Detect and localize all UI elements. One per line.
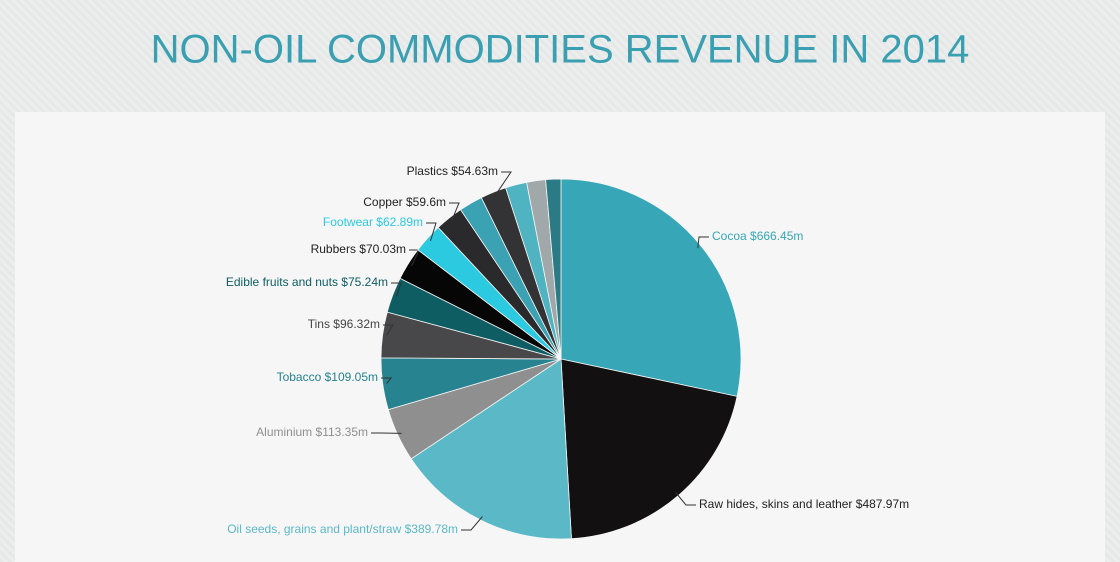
leader-line bbox=[461, 516, 483, 531]
slice-label: Tins $96.32m bbox=[308, 317, 380, 331]
slice-label: Footwear $62.89m bbox=[323, 215, 423, 229]
value-label: $389.78m bbox=[405, 522, 458, 536]
category-name: Copper bbox=[363, 195, 402, 209]
slice-label: Aluminium $113.35m bbox=[256, 425, 368, 439]
category-name: Rubbers bbox=[311, 242, 356, 256]
value-label: $54.63m bbox=[451, 164, 498, 178]
leader-line bbox=[494, 171, 512, 197]
category-name: Cocoa bbox=[712, 229, 747, 243]
leader-line bbox=[426, 222, 437, 242]
category-name: Raw hides, skins and leather bbox=[699, 497, 852, 511]
value-label: $487.97m bbox=[856, 497, 909, 511]
value-label: $109.05m bbox=[325, 370, 378, 384]
slice-label: Edible fruits and nuts $75.24m bbox=[226, 275, 388, 289]
slice-label: Cocoa $666.45m bbox=[712, 229, 803, 243]
leader-line bbox=[383, 324, 394, 336]
value-label: $62.89m bbox=[376, 215, 423, 229]
value-label: $96.32m bbox=[333, 317, 380, 331]
leader-line bbox=[697, 236, 709, 249]
slice-label: Oil seeds, grains and plant/straw $389.7… bbox=[227, 522, 458, 536]
leader-line bbox=[391, 282, 402, 297]
pie-slice bbox=[545, 178, 562, 360]
category-name: Aluminium bbox=[256, 425, 312, 439]
category-name: Oil seeds, grains and plant/straw bbox=[227, 522, 401, 536]
pie-slice bbox=[560, 178, 742, 397]
slice-label: Plastics $54.63m bbox=[407, 164, 498, 178]
value-label: $70.03m bbox=[359, 242, 406, 256]
slice-label: Copper $59.6m bbox=[363, 195, 446, 209]
category-name: Edible fruits and nuts bbox=[226, 275, 338, 289]
slice-label: Raw hides, skins and leather $487.97m bbox=[699, 497, 909, 511]
pie-slice bbox=[410, 358, 572, 540]
category-name: Tobacco bbox=[277, 370, 322, 384]
leader-line bbox=[381, 377, 393, 384]
category-name: Footwear bbox=[323, 215, 373, 229]
category-name: Plastics bbox=[407, 164, 448, 178]
leader-line bbox=[675, 492, 696, 506]
leader-line bbox=[449, 202, 460, 222]
chart-title: NON-OIL COMMODITIES REVENUE IN 2014 bbox=[151, 28, 970, 72]
value-label: $666.45m bbox=[750, 229, 803, 243]
value-label: $75.24m bbox=[341, 275, 388, 289]
slice-label: Tobacco $109.05m bbox=[277, 370, 378, 384]
slice-label: Rubbers $70.03m bbox=[311, 242, 406, 256]
category-name: Tins bbox=[308, 317, 330, 331]
value-label: $59.6m bbox=[406, 195, 446, 209]
value-label: $113.35m bbox=[316, 425, 368, 439]
